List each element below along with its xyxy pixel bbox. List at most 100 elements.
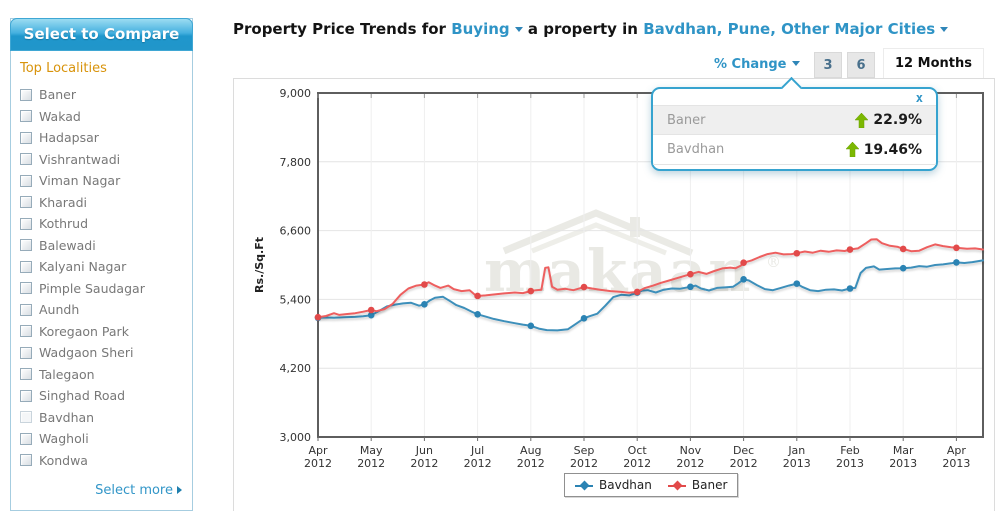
locality-label: Balewadi xyxy=(39,237,96,253)
locality-row[interactable]: Kothrud xyxy=(20,213,186,235)
data-point[interactable] xyxy=(687,270,694,278)
tab-12-months[interactable]: 12 Months xyxy=(883,48,984,78)
data-point[interactable] xyxy=(527,287,535,295)
data-point[interactable] xyxy=(633,288,641,296)
locality-checkbox[interactable] xyxy=(20,110,32,123)
x-axis-tick-label: Dec 2012 xyxy=(730,444,758,470)
compare-panel: Select to Compare Top Localities Baner Wa… xyxy=(10,18,193,511)
data-point[interactable] xyxy=(580,283,588,291)
locality-checkbox[interactable] xyxy=(20,88,32,101)
x-axis-tick-label: Apr 2013 xyxy=(942,444,970,470)
data-point[interactable] xyxy=(474,292,481,300)
data-point[interactable] xyxy=(314,313,322,321)
locality-row[interactable]: Singhad Road xyxy=(20,385,186,407)
locality-row[interactable]: Wadgaon Sheri xyxy=(20,342,186,364)
locality-label: Kalyani Nagar xyxy=(39,259,127,275)
locality-checkbox[interactable] xyxy=(20,346,32,359)
locality-checkbox[interactable] xyxy=(20,153,32,166)
locality-checkbox[interactable] xyxy=(20,174,32,187)
locality-row[interactable]: Kharadi xyxy=(20,192,186,214)
locality-row[interactable]: Wagholi xyxy=(20,428,186,450)
locality-row[interactable]: Kondwa xyxy=(20,450,186,472)
data-point[interactable] xyxy=(846,285,854,292)
locality-checkbox[interactable] xyxy=(20,325,32,338)
locality-list: Baner Wakad Hadapsar Vishrantwadi Viman Naga… xyxy=(20,84,186,471)
locality-label: Kothrud xyxy=(39,216,89,232)
legend-item-bavdhan[interactable]: Bavdhan xyxy=(575,478,652,492)
locality-checkbox[interactable] xyxy=(20,303,32,316)
locality-row[interactable]: Aundh xyxy=(20,299,186,321)
data-point[interactable] xyxy=(421,281,428,288)
locality-checkbox[interactable] xyxy=(20,368,32,381)
locality-checkbox[interactable] xyxy=(20,389,32,402)
data-point[interactable] xyxy=(846,246,854,253)
location-dropdown[interactable]: Bavdhan, Pune, Other Major Cities xyxy=(643,20,949,38)
locality-row[interactable]: Viman Nagar xyxy=(20,170,186,192)
tab-6-months[interactable]: 6 xyxy=(847,52,875,78)
series-baner[interactable] xyxy=(314,238,984,321)
data-point[interactable] xyxy=(740,259,747,267)
locality-label: Aundh xyxy=(39,302,80,318)
locality-row[interactable]: Bavdhan xyxy=(20,407,186,429)
locality-checkbox[interactable] xyxy=(20,196,32,209)
locality-checkbox[interactable] xyxy=(20,131,32,144)
chevron-down-icon xyxy=(940,27,949,32)
series-bavdhan[interactable] xyxy=(314,259,984,332)
locality-row[interactable]: Vishrantwadi xyxy=(20,149,186,171)
data-point[interactable] xyxy=(899,264,907,272)
tooltip-locality: Bavdhan xyxy=(667,142,725,157)
x-axis-tick-label: Jul 2012 xyxy=(464,444,492,470)
locality-checkbox[interactable] xyxy=(20,432,32,445)
data-point[interactable] xyxy=(474,311,481,318)
locality-checkbox[interactable] xyxy=(20,454,32,467)
locality-checkbox[interactable] xyxy=(20,239,32,252)
locality-row[interactable]: Kalyani Nagar xyxy=(20,256,186,278)
plot-border xyxy=(317,92,984,438)
locality-label: Hadapsar xyxy=(39,130,99,146)
data-point[interactable] xyxy=(793,280,801,287)
select-more-link[interactable]: Select more xyxy=(20,483,186,498)
data-point[interactable] xyxy=(793,249,801,257)
tooltip-row: Bavdhan 19.46% xyxy=(653,135,936,165)
locality-row[interactable]: Pimple Saudagar xyxy=(20,278,186,300)
locality-row[interactable]: Talegaon xyxy=(20,364,186,386)
locality-checkbox[interactable] xyxy=(20,217,32,230)
change-tooltip: x Baner 22.9% Bavdhan 19.46% xyxy=(651,76,938,171)
locality-label: Vishrantwadi xyxy=(39,151,121,167)
y-axis-tick-label: 7,800 xyxy=(280,156,312,169)
data-point[interactable] xyxy=(687,283,694,291)
locality-label: Wagholi xyxy=(39,431,89,447)
legend-label: Bavdhan xyxy=(599,478,652,492)
up-arrow-icon xyxy=(855,112,869,128)
x-axis-tick-label: Nov 2012 xyxy=(676,444,704,470)
locality-row[interactable]: Wakad xyxy=(20,106,186,128)
data-point[interactable] xyxy=(953,244,960,252)
locality-checkbox[interactable] xyxy=(20,260,32,273)
data-point[interactable] xyxy=(580,315,588,322)
locality-checkbox[interactable] xyxy=(20,282,32,295)
buying-dropdown[interactable]: Buying xyxy=(451,20,523,38)
data-point[interactable] xyxy=(953,259,960,266)
legend-item-baner[interactable]: Baner xyxy=(667,478,727,492)
x-axis-tick-label: Mar 2013 xyxy=(889,444,917,470)
locality-label: Wakad xyxy=(39,108,81,124)
y-axis-tick-label: 5,400 xyxy=(280,293,312,306)
locality-row[interactable]: Baner xyxy=(20,84,186,106)
data-point[interactable] xyxy=(367,311,375,319)
close-icon[interactable]: x xyxy=(915,91,923,105)
percent-change-dropdown[interactable]: % Change xyxy=(714,57,800,72)
locality-row[interactable]: Balewadi xyxy=(20,235,186,257)
bavdhan-marker-icon xyxy=(575,480,593,490)
data-point[interactable] xyxy=(421,300,428,308)
data-point[interactable] xyxy=(367,306,375,314)
data-point[interactable] xyxy=(899,245,907,253)
x-axis-tick-label: May 2012 xyxy=(357,444,385,470)
data-point[interactable] xyxy=(527,322,535,330)
locality-label: Bavdhan xyxy=(39,409,95,425)
locality-checkbox[interactable] xyxy=(20,411,32,424)
tab-3-months[interactable]: 3 xyxy=(814,52,842,78)
price-trend-chart[interactable]: makaan ® 3,000 4,200 5,400 6,600 7,800 9,000 Rs.… xyxy=(234,79,995,512)
data-point[interactable] xyxy=(740,276,747,283)
locality-row[interactable]: Koregaon Park xyxy=(20,321,186,343)
locality-row[interactable]: Hadapsar xyxy=(20,127,186,149)
